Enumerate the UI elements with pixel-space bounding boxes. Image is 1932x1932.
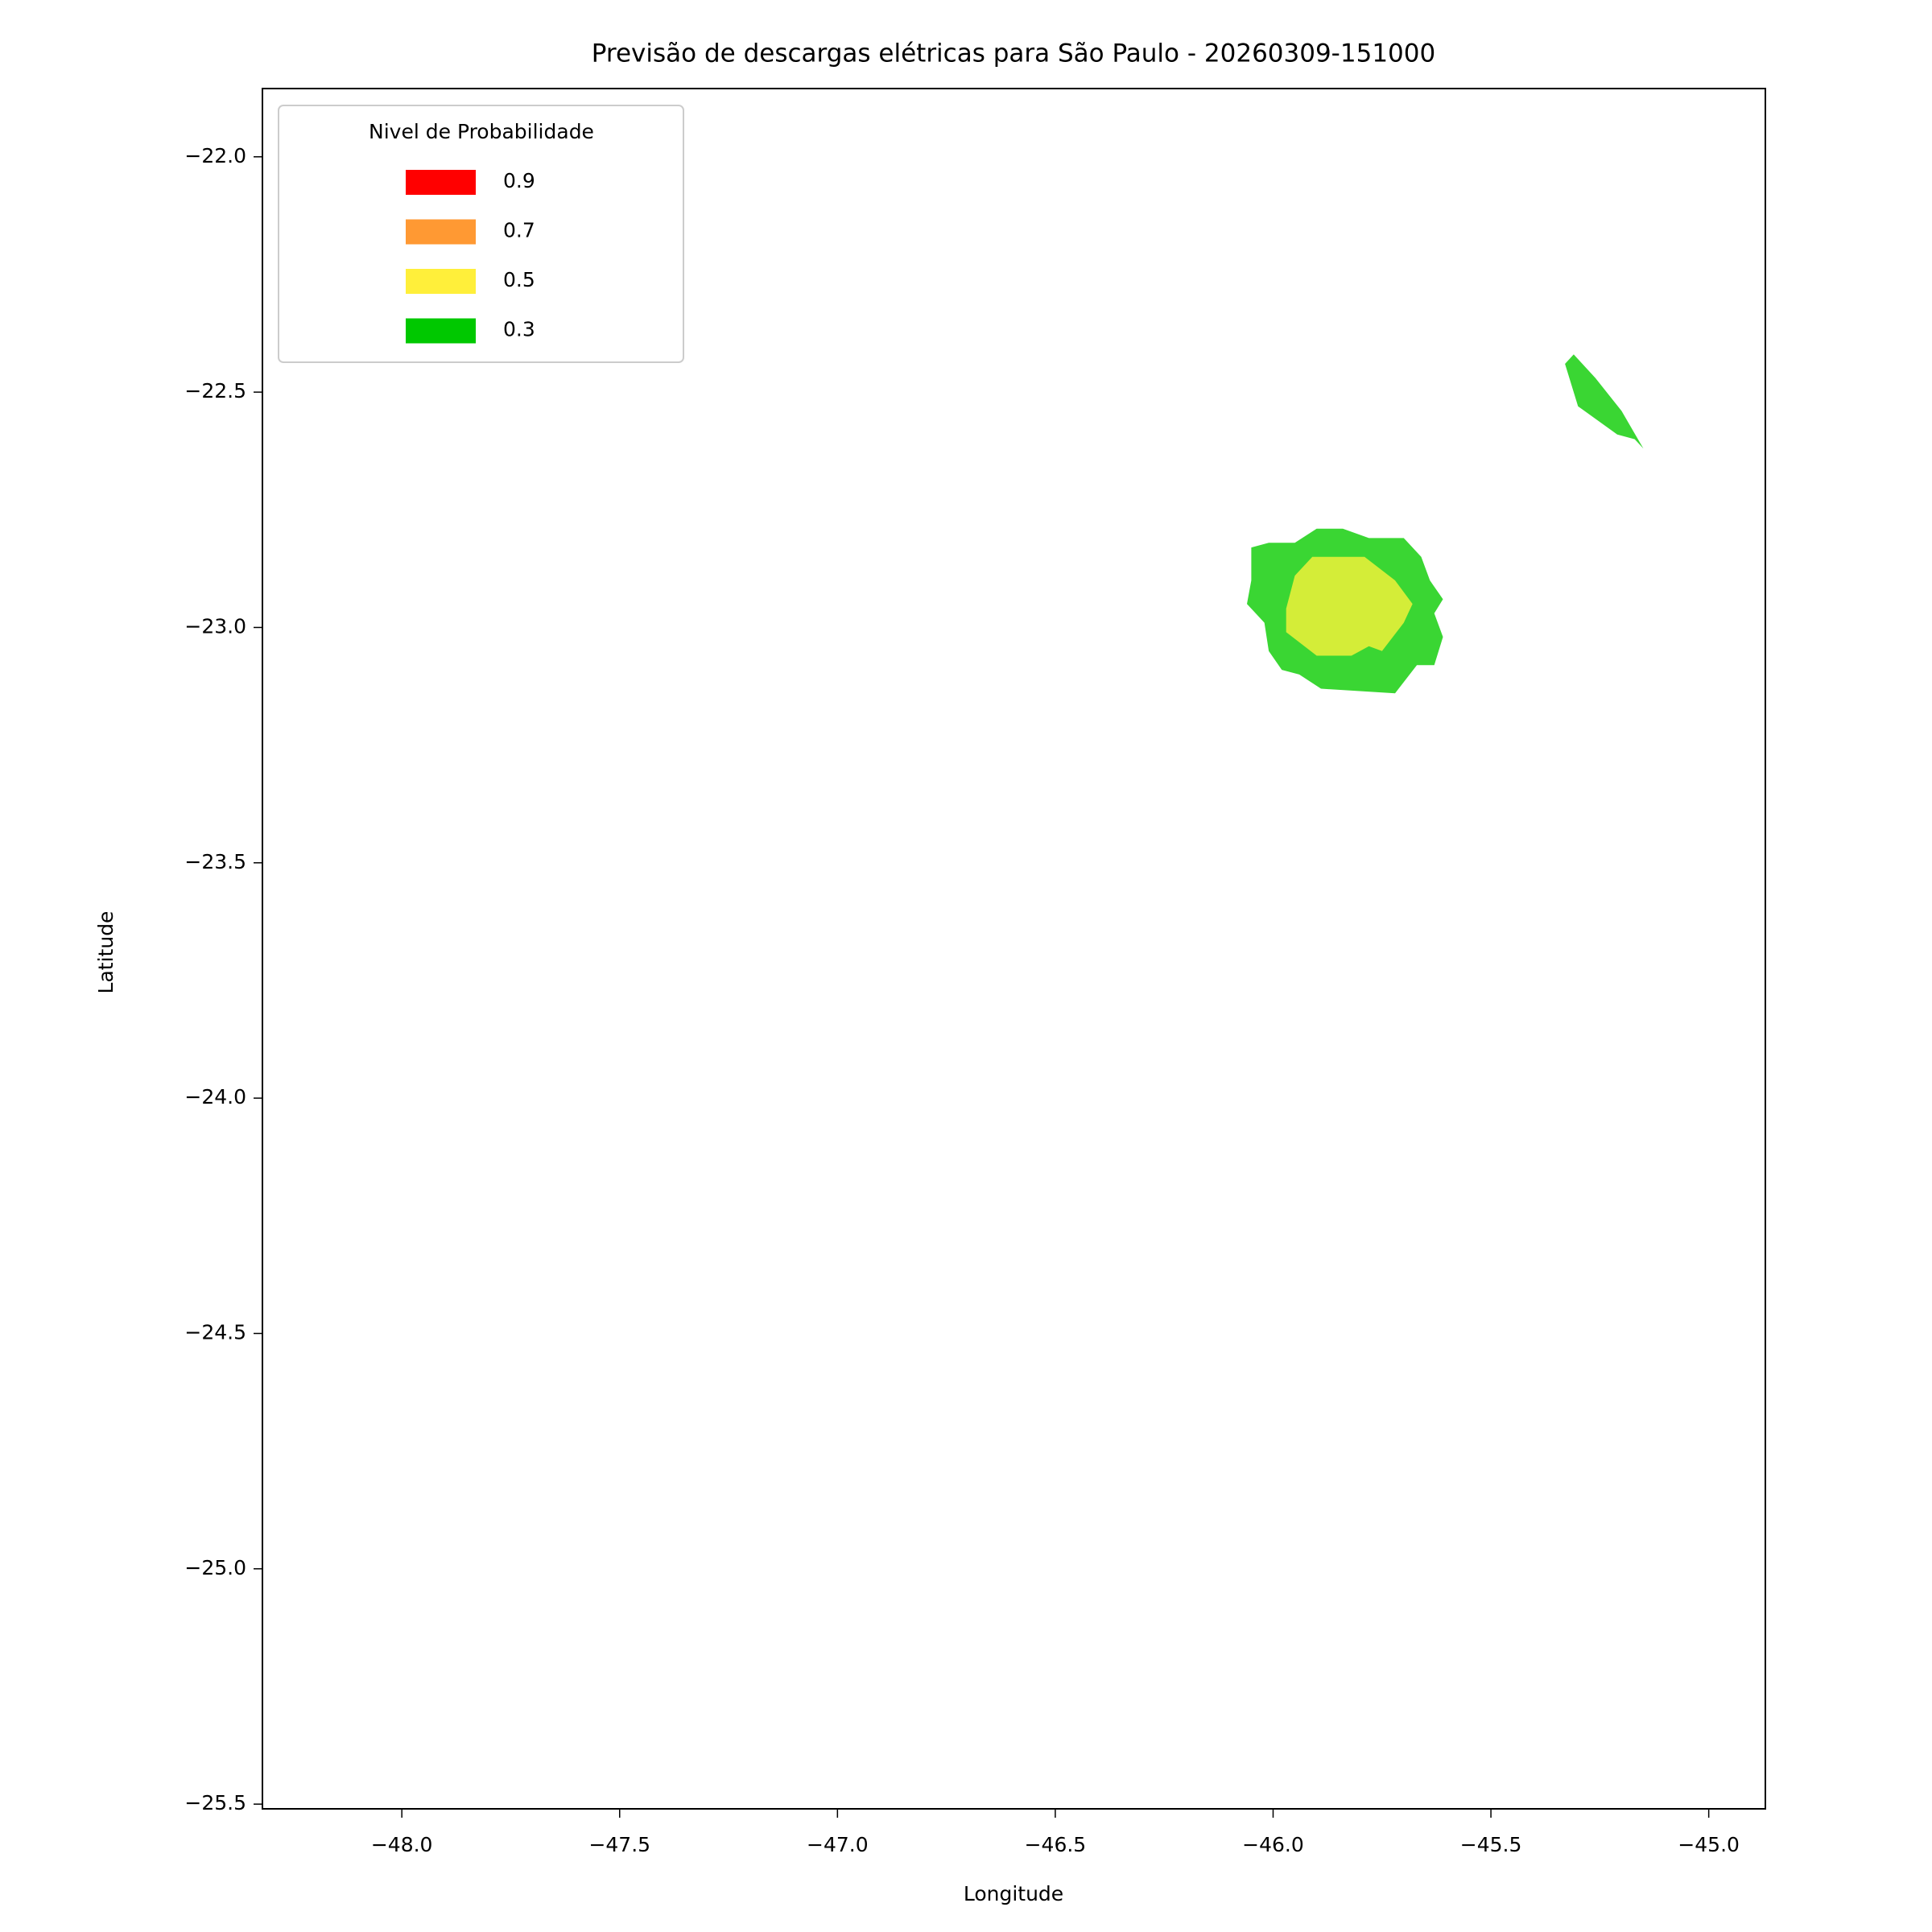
legend-label: 0.7 — [503, 219, 535, 242]
x-tick-label: −47.5 — [588, 1833, 650, 1856]
x-tick-label: −48.0 — [371, 1833, 433, 1856]
y-tick-label: −23.0 — [184, 614, 246, 638]
x-tick-label: −47.0 — [807, 1833, 869, 1856]
y-tick-label: −23.5 — [184, 850, 246, 873]
plot-frame — [262, 88, 1766, 1810]
y-tick-label: −25.5 — [184, 1791, 246, 1814]
y-tick-label: −24.5 — [184, 1320, 246, 1344]
y-tick-label: −25.0 — [184, 1556, 246, 1579]
legend-label: 0.9 — [503, 169, 535, 192]
legend-swatch — [406, 318, 476, 344]
legend-label: 0.5 — [503, 268, 535, 291]
legend-label: 0.3 — [503, 318, 535, 341]
x-tick-label: −46.0 — [1242, 1833, 1304, 1856]
x-tick-label: −45.0 — [1678, 1833, 1740, 1856]
y-tick-label: −22.0 — [184, 144, 246, 167]
y-axis-label: Latitude — [94, 911, 118, 994]
chart-title: Previsão de descargas elétricas para São… — [592, 39, 1435, 68]
legend-swatch — [406, 269, 476, 294]
y-tick-label: −24.0 — [184, 1085, 246, 1108]
x-tick-label: −46.5 — [1025, 1833, 1087, 1856]
contour-region — [1565, 354, 1644, 449]
x-axis-label: Longitude — [964, 1882, 1063, 1905]
legend-swatch — [406, 219, 476, 245]
contour-region — [1286, 556, 1413, 656]
legend-box — [278, 105, 684, 363]
y-tick-label: −22.5 — [184, 379, 246, 402]
x-tick-label: −45.5 — [1460, 1833, 1522, 1856]
legend-swatch — [406, 170, 476, 195]
legend-title: Nivel de Probabilidade — [369, 120, 594, 143]
